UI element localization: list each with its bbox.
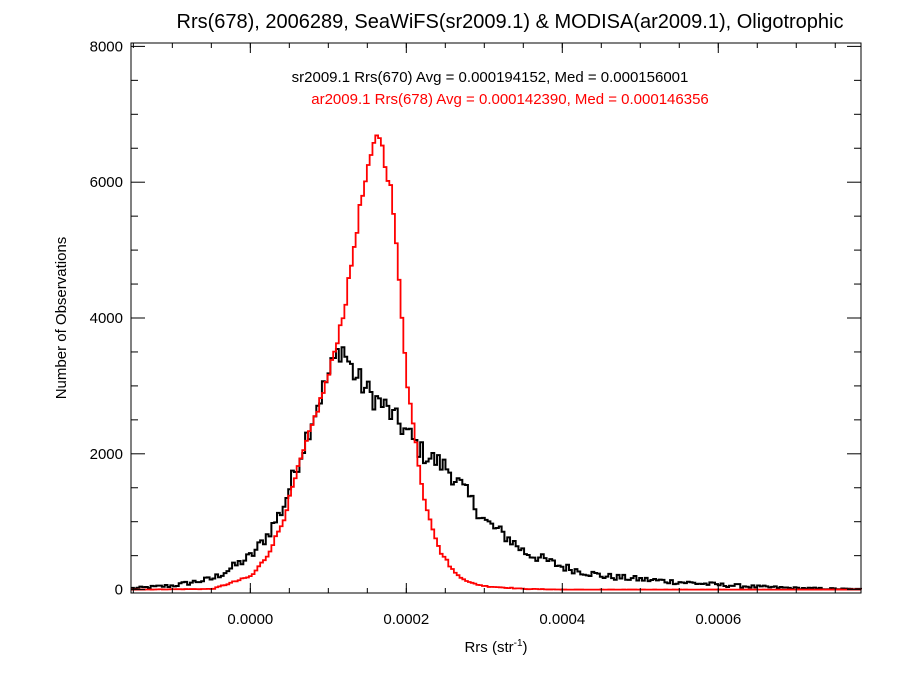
y-axis-label: Number of Observations xyxy=(53,237,70,400)
y-tick-label: 8000 xyxy=(90,38,123,55)
series-layer xyxy=(131,134,862,591)
x-tick-label: 0.0002 xyxy=(383,611,429,628)
x-axis-label-base: Rrs (str xyxy=(464,639,513,656)
legend-entry-sr2009: sr2009.1 Rrs(670) Avg = 0.000194152, Med… xyxy=(292,69,689,86)
legend-entry-ar2009: ar2009.1 Rrs(678) Avg = 0.000142390, Med… xyxy=(311,91,709,108)
x-axis-label-end: ) xyxy=(523,639,528,656)
chart-title: Rrs(678), 2006289, SeaWiFS(sr2009.1) & M… xyxy=(177,11,844,33)
x-tick-label: 0.0004 xyxy=(539,611,585,628)
x-tick-label: 0.0006 xyxy=(695,611,741,628)
x-axis-label: Rrs (str-1) xyxy=(464,638,527,656)
y-tick-label: 4000 xyxy=(90,310,123,327)
axes-layer: 0.0000 0.0002 0.0004 0.0006 0 2000 4000 6000 800… xyxy=(90,38,861,628)
x-tick-label: 0.0000 xyxy=(227,611,273,628)
series-ar2009-histogram xyxy=(131,134,862,591)
x-axis-label-sup: -1 xyxy=(514,638,523,649)
series-sr2009-histogram xyxy=(131,346,862,591)
y-tick-label: 2000 xyxy=(90,446,123,463)
y-tick-label: 0 xyxy=(115,582,123,599)
y-tick-label: 6000 xyxy=(90,174,123,191)
